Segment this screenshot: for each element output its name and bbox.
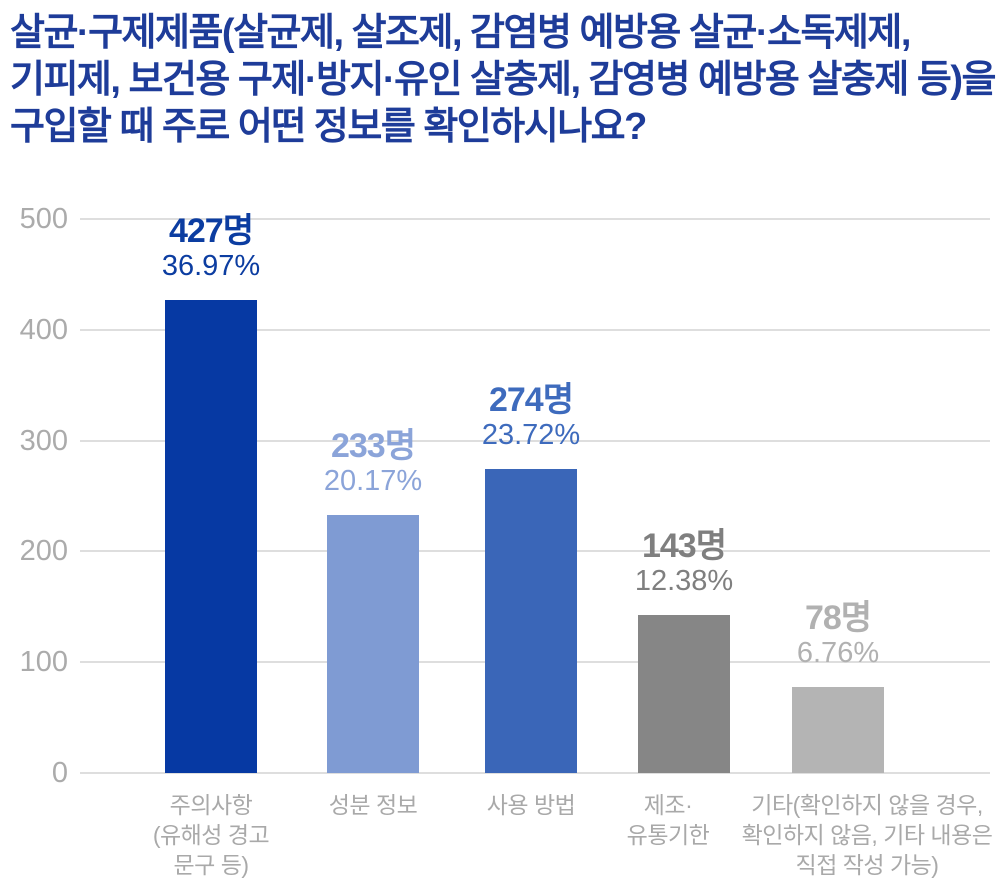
category-label-line: 제조· <box>643 792 693 818</box>
bar-percent-label-1: 36.97% <box>161 249 261 282</box>
bar-4 <box>638 614 730 773</box>
y-axis-tick-label-400: 400 <box>19 313 68 346</box>
bar-count-label-3: 274명 <box>488 381 574 420</box>
y-axis-tick-label-200: 200 <box>19 535 68 568</box>
y-axis-tick-label-100: 100 <box>19 646 68 679</box>
category-label-line: (유해성 경고 <box>152 822 270 848</box>
category-label-line: 직접 작성 가능) <box>795 852 939 878</box>
bar-percent-label-2: 20.17% <box>323 464 423 497</box>
category-label-line: 주의사항 <box>169 792 253 818</box>
bar-1 <box>165 299 257 773</box>
y-gridline-500 <box>80 218 990 220</box>
bar-3 <box>485 469 577 773</box>
chart-title-line-2: 기피제, 보건용 구제·방지·유인 살충제, 감영병 예방용 살충제 등)을 <box>10 59 996 101</box>
category-label-line: 문구 등) <box>173 852 249 878</box>
y-axis-tick-label-0: 0 <box>51 757 68 789</box>
category-label-line: 확인하지 않음, 기타 내용은 <box>741 822 993 848</box>
chart-title-line-3: 구입할 때 주로 어떤 정보를 확인하시나요? <box>10 106 647 148</box>
page-title: 살균·구제제품(살균제, 살조제, 감염병 예방용 살균·소독제제, 기피제, … <box>10 10 996 151</box>
category-label-line: 기타(확인하지 않을 경우, <box>751 792 983 818</box>
y-axis-tick-label-500: 500 <box>19 203 68 235</box>
chart-title-line-1: 살균·구제제품(살균제, 살조제, 감염병 예방용 살균·소독제제, <box>10 12 911 54</box>
x-axis-category-label-2: 성분 정보 <box>258 790 488 820</box>
category-label-line: 유통기한 <box>626 822 710 848</box>
y-gridline-300 <box>80 439 990 442</box>
bar-count-label-2: 233명 <box>330 426 416 465</box>
bar-percent-label-5: 6.76% <box>796 636 880 669</box>
x-axis-category-label-3: 사용 방법 <box>416 790 646 820</box>
y-gridline-0 <box>80 772 990 774</box>
bar-count-label-4: 143명 <box>641 526 727 565</box>
bar-5 <box>792 686 884 773</box>
x-axis-category-label-4: 제조· 유통기한 <box>553 790 783 850</box>
bar-count-label-1: 427명 <box>168 211 254 250</box>
bar-2 <box>327 514 419 773</box>
y-axis-tick-label-300: 300 <box>19 424 68 457</box>
category-label-line: 사용 방법 <box>486 792 576 818</box>
bar-percent-label-4: 12.38% <box>634 564 734 597</box>
category-label-line: 성분 정보 <box>328 792 418 818</box>
bar-percent-label-3: 23.72% <box>481 419 581 452</box>
bar-count-label-5: 78명 <box>804 598 872 637</box>
y-gridline-400 <box>80 328 990 331</box>
